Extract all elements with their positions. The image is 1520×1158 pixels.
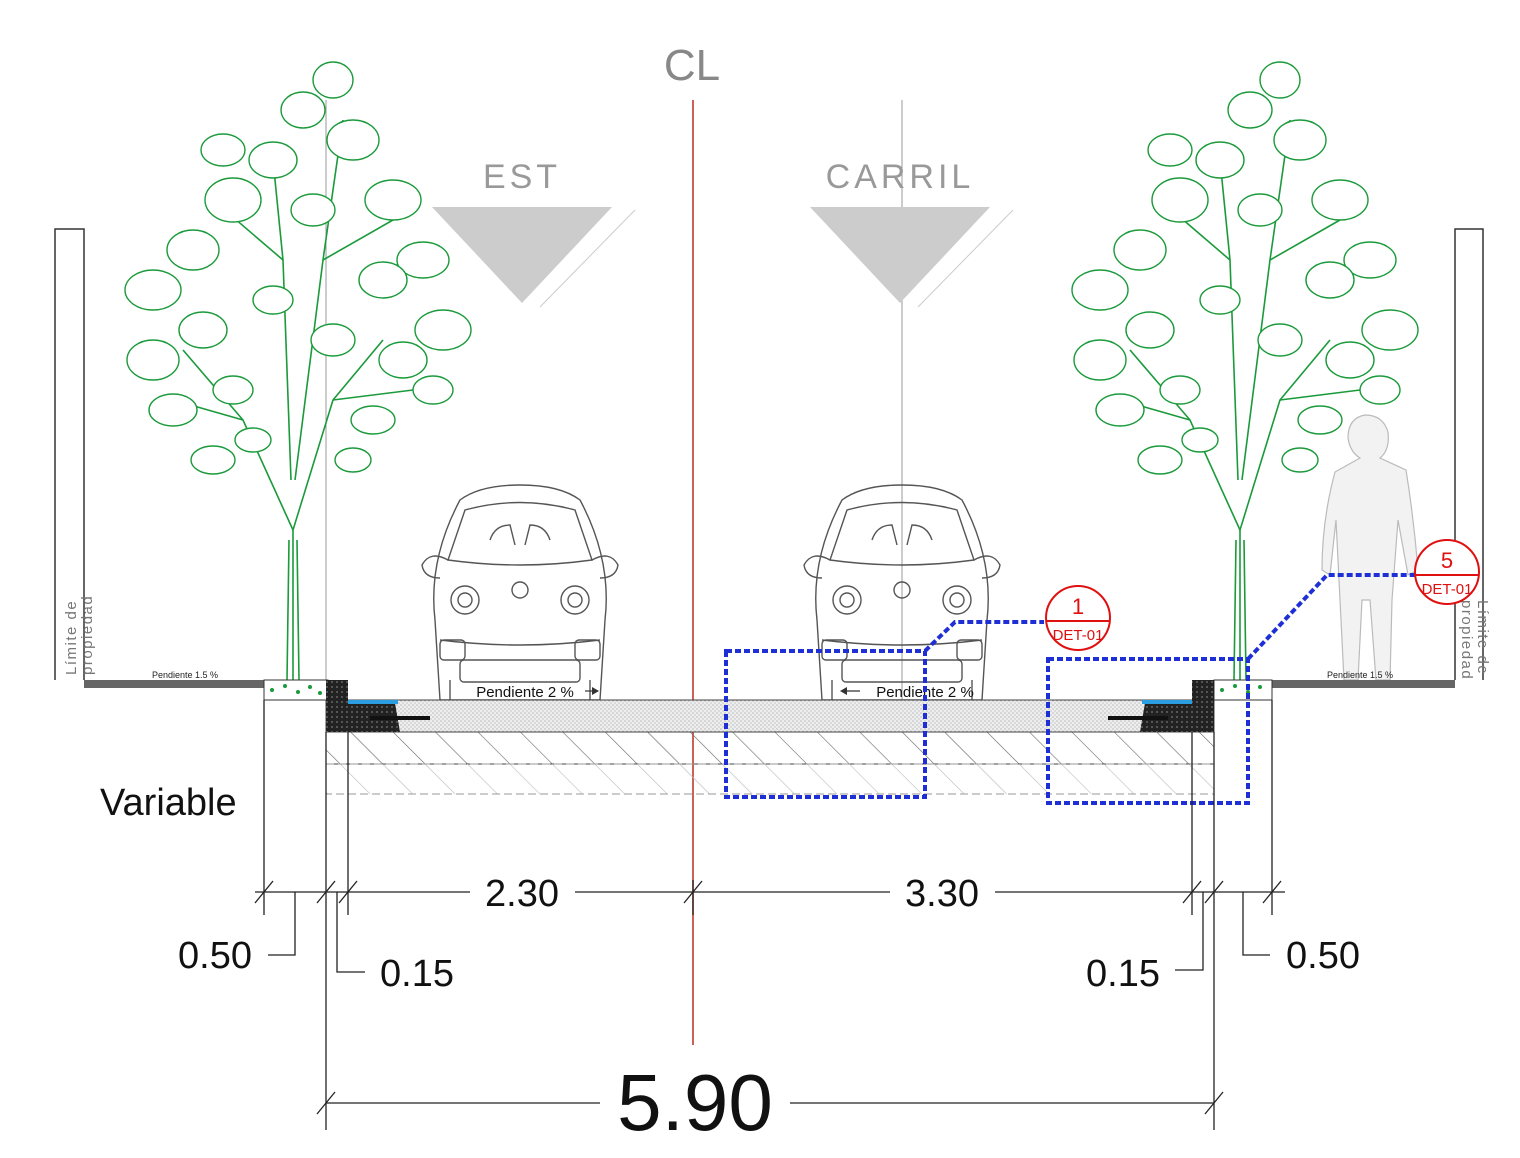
lane-marker-travel: CARRIL xyxy=(810,158,1014,308)
dim-curb-left: 0.15 xyxy=(380,953,454,995)
detail-box-5 xyxy=(1046,573,1418,805)
car-icon xyxy=(421,484,619,701)
detail-callout-1-number: 1 xyxy=(1072,594,1084,619)
property-limit-right-line2: propiedad xyxy=(1458,600,1475,680)
parking-lane-label: EST xyxy=(483,158,561,196)
travel-lane-label: CARRIL xyxy=(826,158,975,196)
centerline-symbol: CL xyxy=(664,41,720,90)
dim-sidewalk-left: 0.50 xyxy=(178,935,252,977)
dim-curb-right: 0.15 xyxy=(1086,953,1160,995)
detail-callout-5[interactable]: 5 DET-01 xyxy=(1414,539,1480,605)
dim-total: 5.90 xyxy=(617,1058,773,1147)
property-limit-left: Límite de propiedad xyxy=(54,228,96,680)
property-limit-right: Límite de propiedad xyxy=(1454,228,1491,681)
road-slope-left: Pendiente 2 % xyxy=(476,684,574,701)
sidewalk-right: Pendiente 1.5 % xyxy=(1213,670,1455,701)
dim-lane-left: 2.30 xyxy=(485,873,559,915)
dimension-lines xyxy=(254,700,1285,1130)
detail-box-1 xyxy=(724,620,1044,799)
svg-text:Límite de propiedad: Límite de propiedad xyxy=(63,594,96,675)
svg-text:Límite de propiedad: Límite de propiedad xyxy=(1458,600,1491,681)
sidewalk-slope-left: Pendiente 1.5 % xyxy=(152,670,218,680)
variable-label: Variable xyxy=(100,782,237,824)
dimension-labels: 2.30 3.30 0.50 0.15 0.15 0.50 5.90 xyxy=(178,873,1360,1147)
detail-callout-1[interactable]: 1 DET-01 xyxy=(1045,585,1111,651)
centerline: CL xyxy=(664,41,720,1045)
detail-callout-5-ref: DET-01 xyxy=(1422,581,1473,598)
sidewalk-left: Pendiente 1.5 % xyxy=(84,670,329,701)
property-limit-left-line1: Límite de xyxy=(63,600,80,675)
detail-callout-5-number: 5 xyxy=(1441,548,1453,573)
dim-lane-right: 3.30 xyxy=(905,873,979,915)
detail-callout-1-ref: DET-01 xyxy=(1053,627,1104,644)
tree-icon xyxy=(124,61,472,681)
road-slope-right: Pendiente 2 % xyxy=(876,684,974,701)
curb-left xyxy=(326,680,430,732)
sidewalk-slope-right: Pendiente 1.5 % xyxy=(1327,670,1393,680)
property-limit-right-line1: Límite de xyxy=(1474,600,1491,675)
person-silhouette-icon xyxy=(1321,414,1419,681)
dim-sidewalk-right: 0.50 xyxy=(1286,935,1360,977)
lane-marker-parking: EST xyxy=(432,158,636,308)
curb-right xyxy=(1108,680,1214,732)
pavement-structure xyxy=(325,699,1215,795)
property-limit-left-line2: propiedad xyxy=(79,595,96,675)
